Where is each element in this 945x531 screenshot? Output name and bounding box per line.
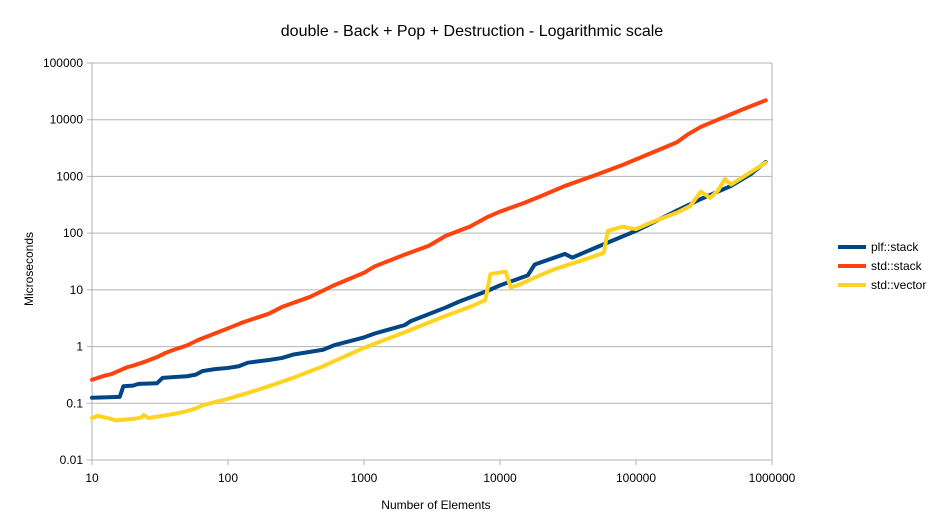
y-tick-label: 10000 bbox=[50, 113, 84, 127]
y-tick-label: 1 bbox=[76, 340, 83, 354]
x-tick-label: 10 bbox=[85, 471, 99, 485]
x-tick-label: 1000000 bbox=[749, 471, 796, 485]
grid bbox=[87, 62, 773, 465]
chart-title: double - Back + Pop + Destruction - Loga… bbox=[281, 23, 664, 40]
series-line-0 bbox=[90, 159, 768, 400]
series-lines bbox=[90, 98, 768, 423]
x-axis-label: Number of Elements bbox=[381, 498, 490, 512]
x-tick-label: 100 bbox=[218, 471, 238, 485]
legend-label: std::stack bbox=[871, 259, 923, 273]
x-tick-label: 10000 bbox=[483, 471, 517, 485]
y-tick-label: 10 bbox=[70, 283, 84, 297]
y-tick-label: 1000 bbox=[56, 169, 83, 183]
series-line-2 bbox=[90, 160, 768, 423]
tick-labels: 0.01 0.1 1 10 100 1000 10000 100000 10 100 1000 100… bbox=[43, 56, 796, 485]
y-tick-label: 0.01 bbox=[60, 453, 84, 467]
y-tick-label: 0.1 bbox=[66, 396, 83, 410]
series-line-1 bbox=[90, 98, 768, 382]
x-tick-label: 100000 bbox=[616, 471, 656, 485]
y-tick-label: 100000 bbox=[43, 56, 83, 70]
legend-label: plf::stack bbox=[871, 240, 919, 254]
y-axis-label: Microseconds bbox=[22, 232, 36, 306]
x-tick-label: 1000 bbox=[351, 471, 378, 485]
y-tick-label: 100 bbox=[63, 226, 83, 240]
legend-label: std::vector bbox=[871, 278, 926, 292]
